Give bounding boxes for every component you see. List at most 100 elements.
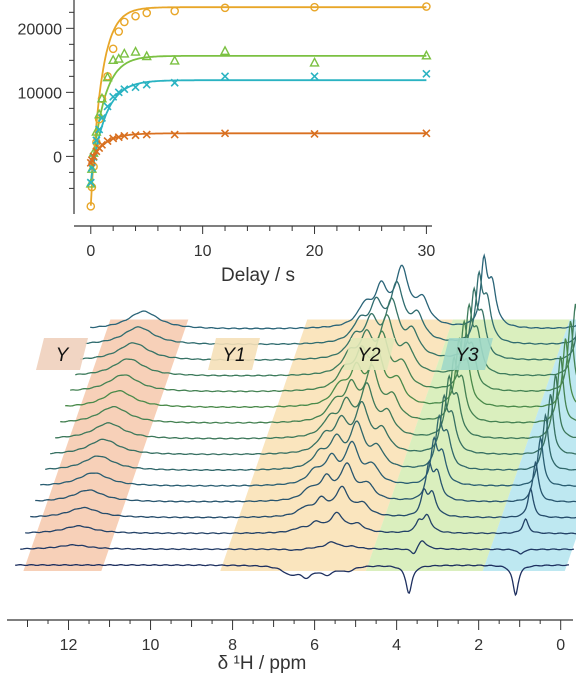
data-point: [119, 47, 130, 58]
region-label-box-3: [441, 338, 493, 370]
data-point: [86, 163, 98, 173]
x-tick-label: 30: [418, 243, 436, 260]
spectrum-trace-1: [20, 540, 575, 555]
region-band-1: [220, 319, 453, 571]
data-point: [169, 54, 180, 65]
data-point: [114, 88, 123, 97]
data-point: [422, 2, 431, 11]
data-point: [170, 130, 179, 139]
fit-curve-3: [89, 132, 427, 164]
region-label-box-2: [343, 338, 395, 370]
ppm-axis: 12 10 8 6 4 2 0: [7, 619, 573, 654]
data-point: [131, 131, 140, 140]
ppm-tick-label: 4: [392, 637, 401, 654]
data-point: [103, 136, 112, 146]
data-point: [220, 129, 230, 138]
data-point: [86, 178, 95, 187]
spectrum-trace-7: [50, 393, 576, 456]
data-point: [142, 130, 151, 139]
data-point: [120, 85, 129, 94]
data-point: [130, 46, 141, 56]
region-label-box-0: [36, 338, 88, 370]
data-point: [309, 56, 320, 67]
spectrum-trace-9: [60, 355, 576, 424]
data-point: [97, 113, 107, 123]
data-point: [310, 129, 319, 139]
y-tick-label: 0: [53, 149, 62, 166]
x-tick-label: 0: [86, 243, 95, 260]
data-point: [220, 72, 230, 81]
data-point: [102, 71, 113, 82]
stacked-spectra: [15, 253, 576, 597]
spectrum-trace-14: [85, 269, 576, 346]
data-point: [142, 80, 151, 89]
region-bands: [23, 319, 576, 571]
spectrum-trace-13: [80, 286, 576, 361]
region-label-2: Y2: [357, 345, 381, 366]
data-point: [96, 92, 108, 103]
spectrum-trace-15: [90, 253, 576, 330]
x-tick-label: 20: [306, 243, 324, 260]
data-point: [310, 2, 319, 12]
spectrum-trace-2: [25, 511, 576, 535]
ppm-tick-label: 2: [474, 637, 483, 654]
data-point: [310, 72, 319, 81]
recovery-plot: 0 10000 20000 0 10 20 30 Delay / s: [18, 0, 436, 286]
region-label-0: Y: [56, 345, 70, 366]
region-band-0: [23, 319, 189, 571]
data-point: [89, 152, 98, 161]
data-markers: [85, 2, 432, 211]
y-tick-label: 10000: [18, 85, 63, 102]
data-point: [422, 129, 431, 138]
ppm-tick-label: 8: [228, 637, 237, 654]
fit-curve-0: [89, 6, 427, 206]
spectra-plot: Y Y1 Y2 Y3 12 10 8 6 4 2 0 δ ¹H / ppm: [7, 253, 576, 674]
data-point: [220, 3, 230, 13]
data-point: [113, 53, 124, 63]
spectrum-trace-0: [15, 564, 569, 597]
data-point: [422, 69, 431, 78]
region-label-3: Y3: [455, 345, 479, 366]
data-point: [114, 27, 124, 36]
fit-curves: [89, 6, 427, 206]
data-point: [131, 83, 140, 92]
data-point: [103, 102, 112, 111]
data-point: [120, 17, 129, 27]
fit-curve-2: [89, 79, 427, 183]
region-label-1: Y1: [222, 345, 245, 366]
data-point: [108, 44, 118, 54]
ppm-tick-label: 6: [310, 637, 319, 654]
spectrum-trace-8: [55, 373, 576, 440]
region-band-2: [365, 319, 570, 571]
spectrum-trace-3: [30, 485, 576, 519]
region-label-box-1: [208, 338, 260, 370]
data-point: [86, 202, 96, 211]
data-point: [94, 108, 105, 119]
data-point: [142, 8, 152, 18]
ppm-tick-label: 0: [556, 637, 565, 654]
x-tick-label: 10: [194, 243, 212, 260]
ppm-tick-label: 12: [60, 637, 78, 654]
recovery-plot-axes: 0 10000 20000 0 10 20 30: [18, 0, 436, 260]
data-point: [97, 140, 107, 149]
data-point: [170, 78, 179, 87]
spectrum-trace-6: [45, 412, 576, 472]
data-point: [85, 177, 96, 188]
ppm-tick-label: 10: [142, 637, 160, 654]
data-point: [107, 54, 119, 65]
data-point: [131, 11, 140, 21]
spectrum-trace-4: [35, 460, 576, 503]
spectrum-trace-10: [65, 336, 576, 409]
spectrum-trace-5: [40, 435, 576, 487]
data-point: [219, 45, 231, 56]
data-point: [120, 131, 129, 140]
x-axis-title: Delay / s: [221, 265, 295, 286]
y-tick-label: 20000: [18, 21, 63, 38]
data-point: [95, 125, 104, 134]
data-point: [421, 49, 432, 60]
fit-curve-1: [89, 55, 427, 184]
data-point: [141, 50, 152, 61]
region-band-3: [482, 319, 576, 571]
ppm-axis-title: δ ¹H / ppm: [218, 653, 307, 674]
